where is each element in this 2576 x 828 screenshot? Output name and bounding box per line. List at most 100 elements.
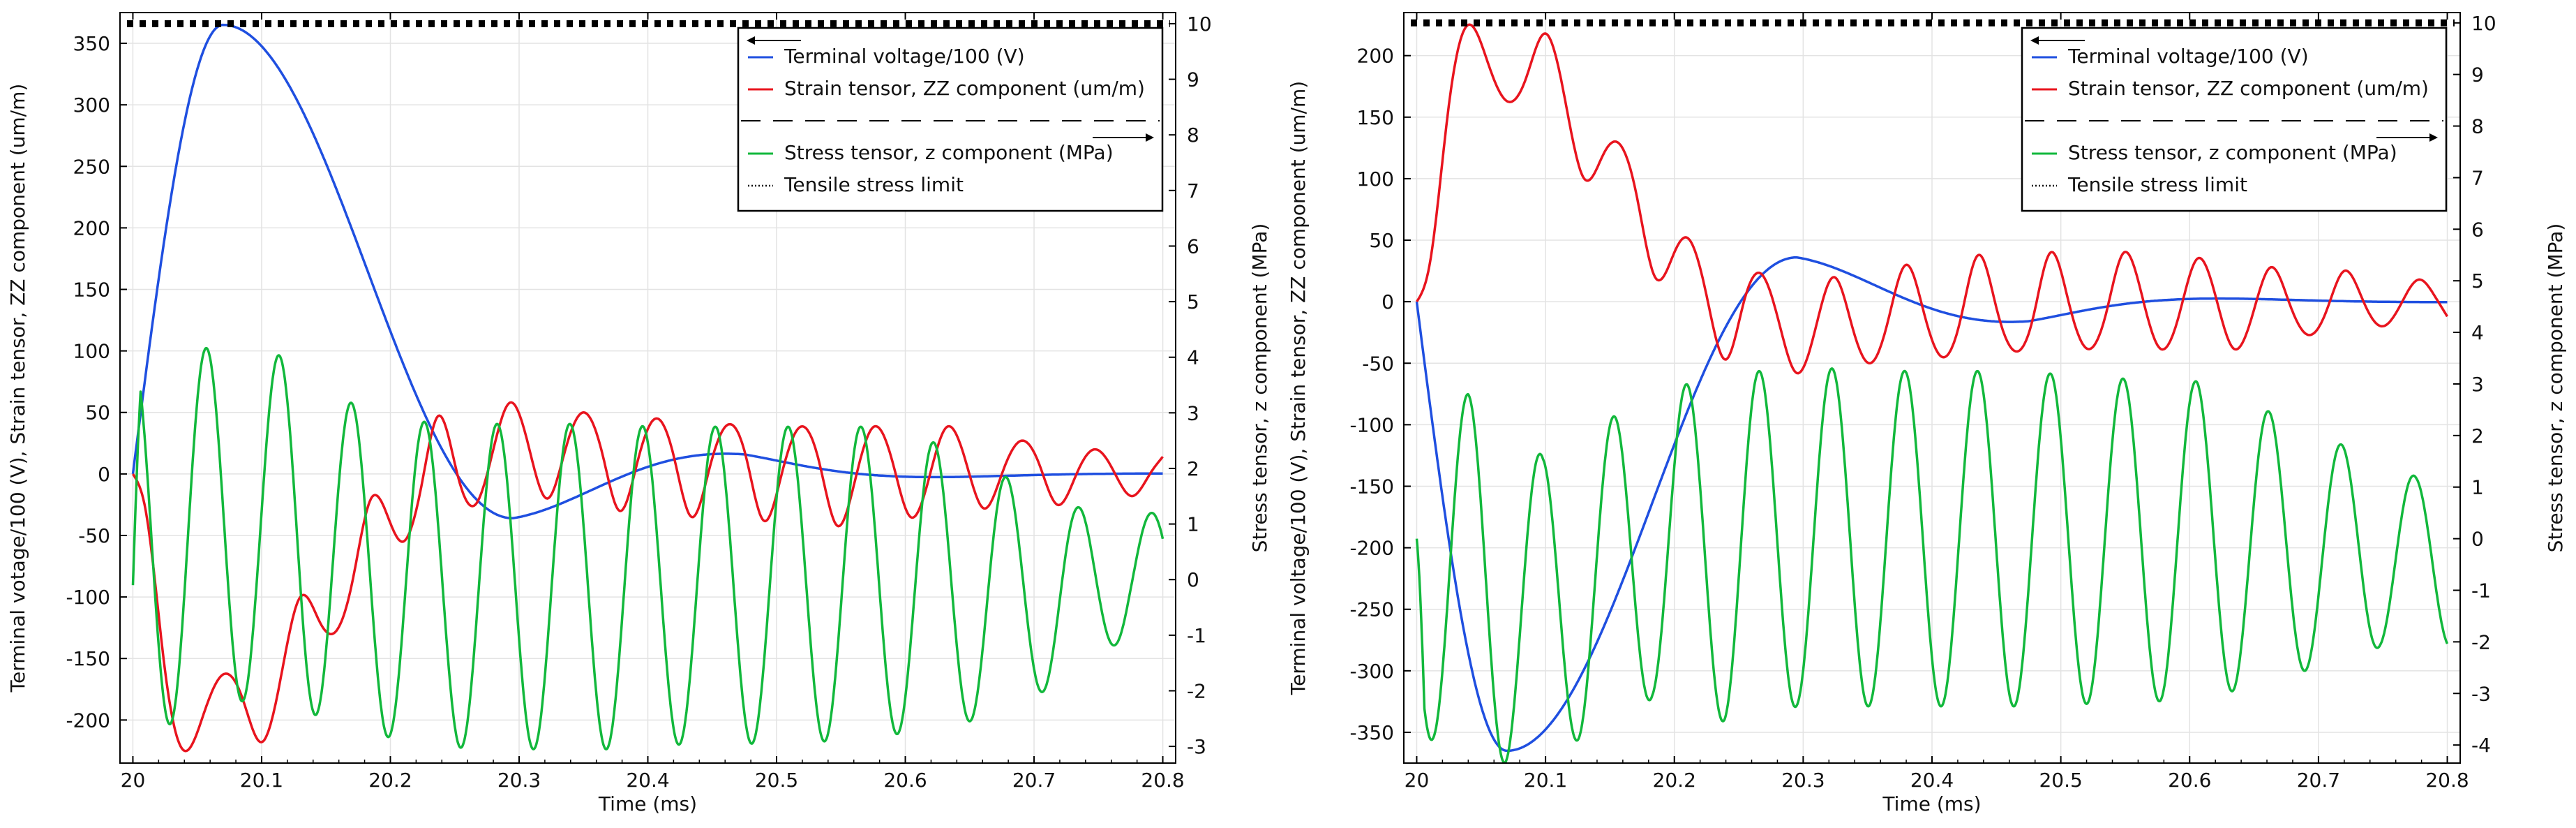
y2-tick-label: -1: [2471, 579, 2491, 602]
series-stress-tensor-z-component-mpa: [131, 346, 1165, 751]
y2-tick-label: -4: [2471, 734, 2491, 757]
x-tick-label: 20.4: [626, 769, 669, 792]
x-tick-label: 20.8: [1141, 769, 1184, 792]
y-axis-label: Terminal voltage/100 (V), Strain tensor,…: [1287, 81, 1310, 695]
y2-tick-label: 4: [1187, 346, 1199, 369]
y2-tick-label: 6: [1187, 235, 1199, 258]
arrow-right-icon: [1146, 133, 1154, 142]
y-tick-label: 100: [73, 340, 110, 363]
legend: Terminal voltage/100 (V) Strain tensor, Z…: [2021, 27, 2448, 212]
y-tick-label: -150: [66, 647, 110, 670]
y2-tick-label: 7: [2471, 166, 2484, 189]
y2-tick-label: -2: [1187, 679, 1206, 702]
x-tick-label: 20.7: [1012, 769, 1056, 792]
x-tick-label: 20.8: [2425, 769, 2469, 792]
y2-tick-label: 3: [2471, 373, 2484, 396]
y-tick-label: -100: [1349, 413, 1394, 436]
y-tick-label: -200: [66, 709, 110, 732]
y2-tick-label: 5: [2471, 269, 2484, 293]
series-strain-tensor-zz-component-um-m: [132, 401, 1164, 753]
y2-axis-label: Stress tensor, z component (MPa): [1248, 223, 1271, 553]
legend-label: Tensile stress limit: [2067, 173, 2247, 196]
arrow-left-icon: [2030, 36, 2039, 45]
y-tick-label: -250: [1349, 598, 1394, 621]
series-terminal-voltage-100-v: [131, 23, 1163, 520]
arrow-left-icon: [747, 36, 755, 45]
y2-tick-label: 1: [1187, 513, 1199, 536]
legend-box: [737, 27, 1164, 212]
y2-tick-label: 2: [2471, 424, 2484, 448]
x-tick-label: 20.7: [2297, 769, 2340, 792]
y2-tick-label: -2: [2471, 630, 2491, 653]
y-tick-label: 250: [73, 155, 110, 178]
x-tick-label: 20.1: [240, 769, 283, 792]
x-tick-label: 20.3: [1781, 769, 1825, 792]
legend-box: [2021, 27, 2448, 212]
legend-label: Stress tensor, z component (MPa): [2068, 141, 2397, 164]
y-tick-label: 50: [85, 401, 110, 424]
y2-tick-label: -1: [1187, 624, 1206, 647]
x-tick-label: 20: [121, 769, 146, 792]
y2-tick-label: 0: [2471, 528, 2484, 551]
y2-tick-label: 10: [2471, 12, 2496, 35]
y-tick-label: 200: [73, 216, 110, 239]
y2-tick-label: 9: [1187, 68, 1199, 91]
series-strain-tensor-zz-component-um-m: [1416, 23, 2449, 375]
x-tick-label: 20.2: [1653, 769, 1696, 792]
chart-panel-left: 20 20.1 20.2 20.3 20.4 20.5 20.6 20.7 20.8-200-1…: [6, 12, 1271, 815]
y-tick-label: 0: [98, 463, 110, 486]
y-tick-label: 300: [73, 94, 110, 117]
y-tick-label: 0: [1381, 290, 1394, 313]
legend-label: Terminal voltage/100 (V): [2067, 45, 2309, 68]
y-tick-label: -350: [1349, 721, 1394, 744]
x-tick-label: 20.5: [755, 769, 798, 792]
legend: Terminal voltage/100 (V) Strain tensor, Z…: [737, 27, 1164, 212]
y2-tick-label: 6: [2471, 218, 2484, 241]
y2-tick-label: 9: [2471, 64, 2484, 87]
y-tick-label: -300: [1349, 660, 1394, 683]
y2-tick-label: 10: [1187, 13, 1212, 36]
legend-label: Stress tensor, z component (MPa): [784, 141, 1114, 164]
legend-label: Terminal voltage/100 (V): [784, 45, 1025, 68]
series-stress-tensor-z-component-mpa: [1415, 367, 2449, 763]
y-tick-label: -150: [1349, 475, 1394, 498]
y-tick-label: 100: [1357, 168, 1394, 191]
y2-tick-label: 2: [1187, 457, 1199, 480]
x-tick-label: 20: [1405, 769, 1430, 792]
x-tick-label: 20.4: [1910, 769, 1954, 792]
x-tick-label: 20.5: [2039, 769, 2082, 792]
y2-tick-label: 8: [1187, 124, 1199, 147]
x-tick-label: 20.1: [1524, 769, 1567, 792]
y2-tick-label: 5: [1187, 290, 1199, 313]
y-tick-label: -100: [66, 586, 110, 609]
y-tick-label: 200: [1357, 45, 1394, 68]
y-tick-label: -50: [1362, 352, 1394, 375]
arrow-right-icon: [2429, 133, 2438, 142]
x-tick-label: 20.3: [497, 769, 541, 792]
y-tick-label: 350: [73, 32, 110, 55]
chart-panel-right: 20 20.1 20.2 20.3 20.4 20.5 20.6 20.7 20.8-350-3…: [1287, 12, 2567, 815]
x-tick-label: 20.6: [2168, 769, 2211, 792]
y-tick-label: 50: [1369, 229, 1394, 252]
y2-tick-label: 4: [2471, 321, 2484, 344]
y-tick-label: -200: [1349, 537, 1394, 560]
y-tick-label: 150: [1357, 106, 1394, 129]
y2-tick-label: 8: [2471, 115, 2484, 138]
x-tick-label: 20.6: [883, 769, 927, 792]
y-axis-label: Terminal votage/100 (V), Strain tensor, …: [6, 84, 29, 693]
y2-tick-label: -3: [2471, 682, 2491, 705]
legend-label: Strain tensor, ZZ component (um/m): [2068, 77, 2429, 100]
y-tick-label: -50: [78, 524, 110, 547]
legend-label: Strain tensor, ZZ component (um/m): [784, 77, 1145, 100]
x-axis-label: Time (ms): [598, 792, 697, 815]
x-axis-label: Time (ms): [1882, 792, 1981, 815]
y2-tick-label: -3: [1187, 735, 1206, 758]
legend-label: Tensile stress limit: [784, 173, 964, 196]
y2-tick-label: 7: [1187, 179, 1199, 202]
y2-tick-label: 1: [2471, 476, 2484, 499]
y2-tick-label: 3: [1187, 401, 1199, 424]
x-tick-label: 20.2: [368, 769, 412, 792]
y2-tick-label: 0: [1187, 568, 1199, 591]
